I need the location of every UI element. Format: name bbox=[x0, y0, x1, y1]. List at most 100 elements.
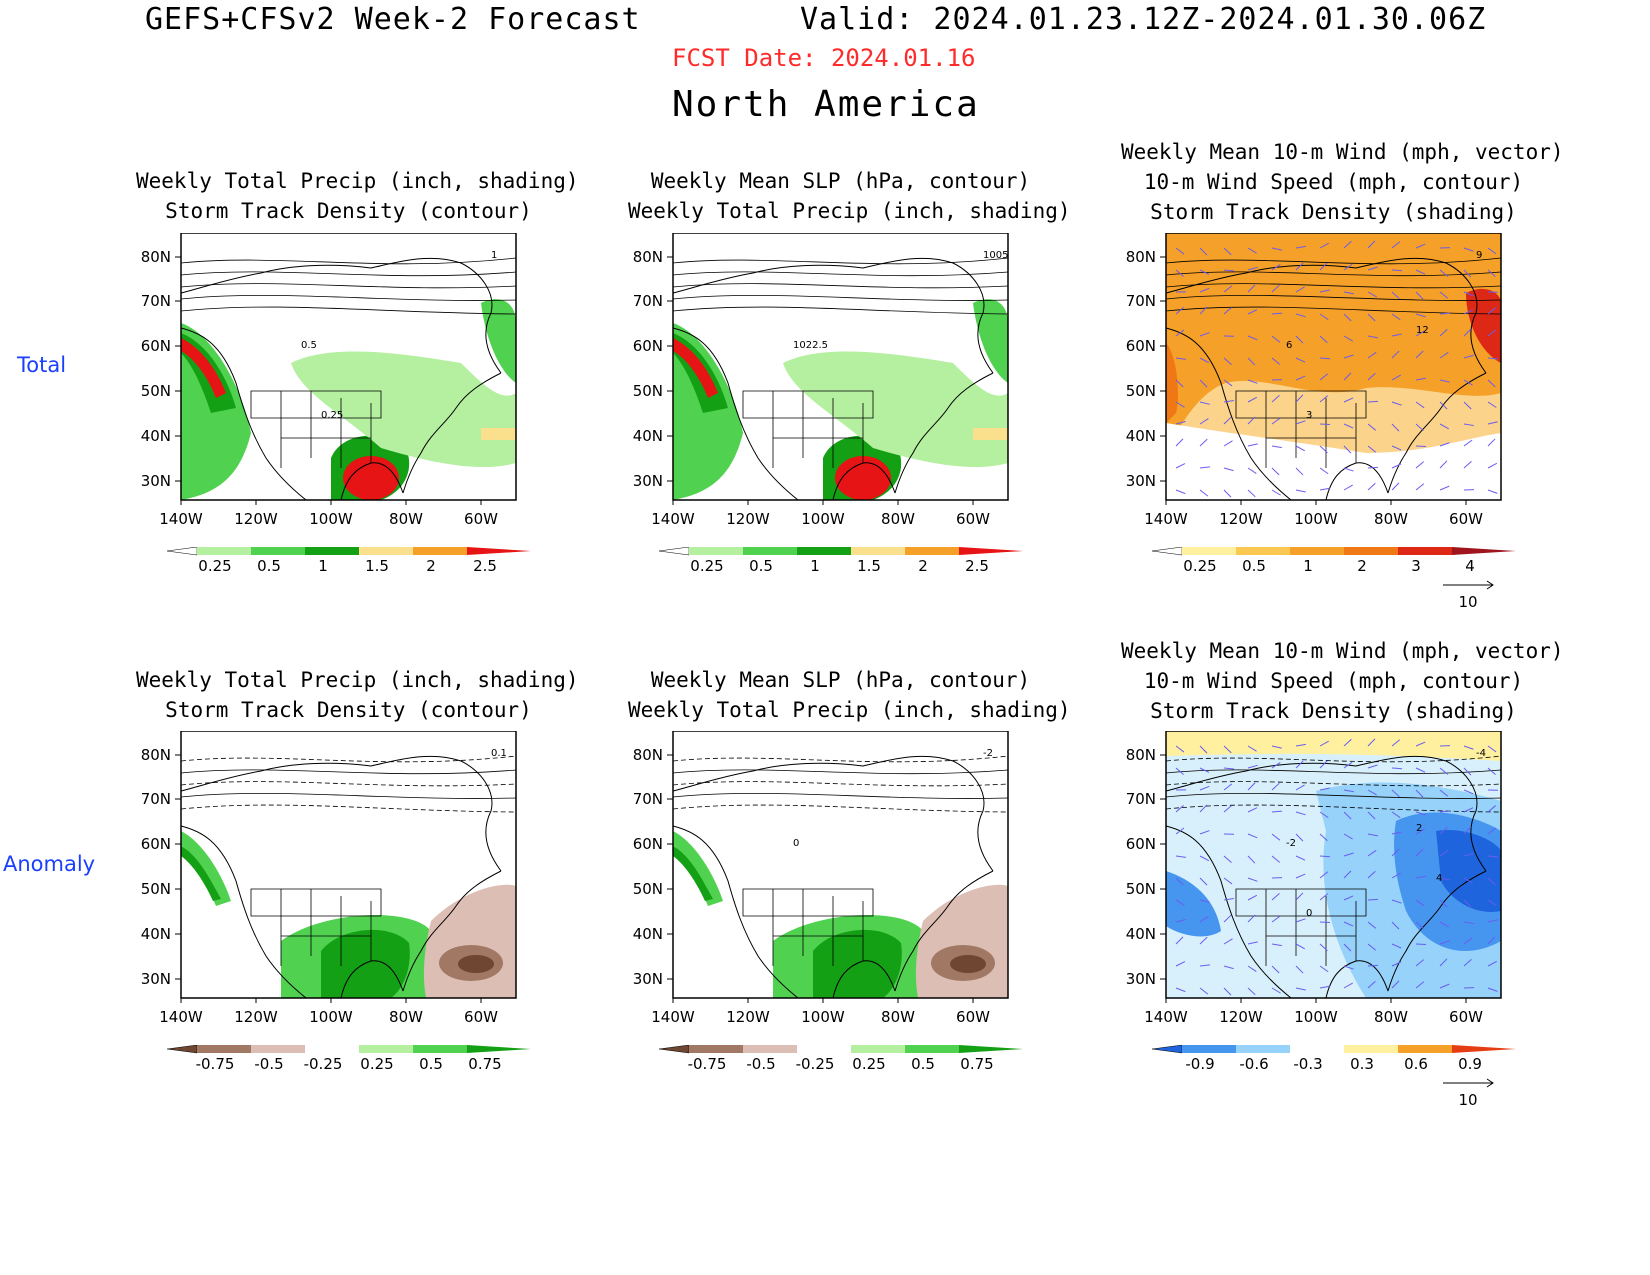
panel-title-line: Weekly Mean SLP (hPa, contour) bbox=[650, 668, 1031, 692]
map-frame bbox=[1165, 233, 1502, 501]
colorbar-label: -0.75 bbox=[196, 1055, 235, 1073]
wind-vector bbox=[1319, 289, 1330, 293]
wind-vector bbox=[1271, 745, 1282, 749]
contour-line bbox=[672, 283, 1009, 289]
colorbar-segment bbox=[743, 1045, 797, 1053]
wind-vector bbox=[1295, 987, 1306, 991]
contour-line bbox=[1165, 755, 1502, 763]
lon-tick-label: 60W bbox=[464, 1008, 498, 1026]
colorbar-label: 0.5 bbox=[749, 557, 773, 575]
lon-tick-label: 80W bbox=[881, 1008, 915, 1026]
wind-vector bbox=[1271, 762, 1281, 769]
wind-vector bbox=[1415, 828, 1425, 835]
lon-tick-label: 100W bbox=[1294, 510, 1338, 528]
wind-vector bbox=[1319, 467, 1329, 475]
forecast-date: FCST Date: 2024.01.16 bbox=[672, 44, 976, 72]
wind-vector bbox=[1319, 445, 1328, 454]
wind-vector bbox=[1199, 357, 1210, 364]
colorbar-label: 1 bbox=[318, 557, 328, 575]
wind-vector bbox=[1247, 987, 1256, 996]
lon-tick-label: 80W bbox=[389, 510, 423, 528]
wind-vector bbox=[1415, 461, 1425, 469]
lat-tick-label: 70N bbox=[1126, 292, 1156, 310]
wind-vector bbox=[1343, 761, 1353, 769]
wind-vector bbox=[1319, 943, 1328, 952]
state-boundaries bbox=[1235, 888, 1367, 966]
colorbar-segment bbox=[359, 1045, 413, 1053]
wind-vector bbox=[1223, 914, 1232, 923]
colorbar-label: 0.3 bbox=[1350, 1055, 1374, 1073]
wind-vector bbox=[1295, 760, 1304, 769]
map-plot: -4 -2 0 2 4 80N 70N 60N 50N 40N 30N 140W 120W 100W 80W… bbox=[1126, 731, 1502, 1026]
wind-vector bbox=[1271, 335, 1281, 343]
wind-vector bbox=[1415, 291, 1424, 300]
wind-vector bbox=[1343, 313, 1352, 322]
lat-tick-label: 70N bbox=[633, 292, 663, 310]
colorbar-segment bbox=[1236, 547, 1290, 555]
wind-vector bbox=[1271, 943, 1282, 947]
map-plot: 9 6 3 12 80N 70N 60N 50N 40N 30N 140W 120W 100W 80W 60… bbox=[1126, 233, 1502, 528]
colorbar: -0.75 -0.5 -0.25 0.25 0.5 0.75 bbox=[659, 1045, 1023, 1073]
wind-vector bbox=[1223, 440, 1233, 447]
colorbar-label: 2 bbox=[1357, 557, 1367, 575]
colorbar-left-arrow bbox=[1152, 1045, 1183, 1054]
wind-vector bbox=[1223, 400, 1234, 403]
wind-vector bbox=[1175, 307, 1184, 315]
panel-title-line: Weekly Total Precip (inch, shading) bbox=[136, 169, 579, 193]
colorbar-label: 0.5 bbox=[911, 1055, 935, 1073]
wind-vector bbox=[1247, 379, 1258, 384]
colorbar-segment bbox=[1182, 1045, 1236, 1053]
anom-shade bbox=[321, 929, 410, 998]
colorbar-segment bbox=[743, 547, 797, 555]
wind-vector bbox=[1295, 357, 1306, 363]
anom-shade bbox=[458, 955, 494, 973]
colorbar-segment bbox=[1290, 547, 1344, 555]
lon-tick-label: 100W bbox=[309, 1008, 353, 1026]
lat-tick-label: 50N bbox=[1126, 382, 1156, 400]
wind-vector bbox=[1343, 811, 1352, 820]
colorbar-segment bbox=[851, 547, 905, 555]
panel-title: Weekly Mean 10-m Wind (mph, vector) 10-m … bbox=[1121, 636, 1564, 726]
lat-tick-label: 30N bbox=[633, 472, 663, 490]
wind-vector bbox=[1175, 379, 1184, 388]
wind-vector bbox=[1487, 899, 1497, 906]
wind-vector bbox=[1343, 852, 1354, 857]
contour-line bbox=[672, 755, 1009, 763]
contour-label: 6 bbox=[1286, 340, 1292, 351]
wind-vector bbox=[1343, 921, 1354, 927]
wind-vector bbox=[1199, 438, 1208, 447]
wind-vector bbox=[1271, 782, 1280, 791]
contour-label: -2 bbox=[1286, 838, 1296, 849]
wind-vector bbox=[1199, 987, 1209, 995]
wind-vector bbox=[1391, 789, 1400, 798]
wind-vector bbox=[1391, 350, 1400, 359]
wind-vector bbox=[1247, 467, 1257, 474]
wind-vector bbox=[1367, 811, 1376, 820]
wind-vector bbox=[1415, 848, 1424, 857]
wind-vector bbox=[1439, 810, 1451, 813]
precip-shade bbox=[181, 338, 226, 398]
wind-vector bbox=[1367, 764, 1378, 769]
wind-vector bbox=[1295, 892, 1304, 901]
wind-vector bbox=[1199, 916, 1209, 923]
precip-shade bbox=[481, 299, 516, 383]
wind-vector bbox=[1247, 266, 1258, 271]
contour-line bbox=[1165, 257, 1502, 265]
wind-vector bbox=[1463, 309, 1474, 315]
wind-vector bbox=[1343, 789, 1354, 793]
wind-vector bbox=[1295, 394, 1304, 403]
wind-vector bbox=[1463, 921, 1474, 925]
wind-vector bbox=[1391, 831, 1402, 835]
wind-vector bbox=[1367, 372, 1376, 381]
wind-vector bbox=[1295, 445, 1305, 452]
lon-tick-label: 140W bbox=[1144, 510, 1188, 528]
wind-vector bbox=[1463, 877, 1473, 884]
wind-vector bbox=[1247, 807, 1258, 813]
map-frame bbox=[672, 233, 1009, 501]
colorbar-right-arrow bbox=[467, 547, 531, 555]
wind-vector bbox=[1319, 242, 1329, 249]
wind-vector bbox=[1199, 287, 1210, 293]
wind-vector bbox=[1391, 739, 1401, 747]
wind-vector bbox=[1295, 918, 1306, 923]
panel-title: Weekly Mean 10-m Wind (mph, vector) 10-m … bbox=[1121, 137, 1564, 227]
